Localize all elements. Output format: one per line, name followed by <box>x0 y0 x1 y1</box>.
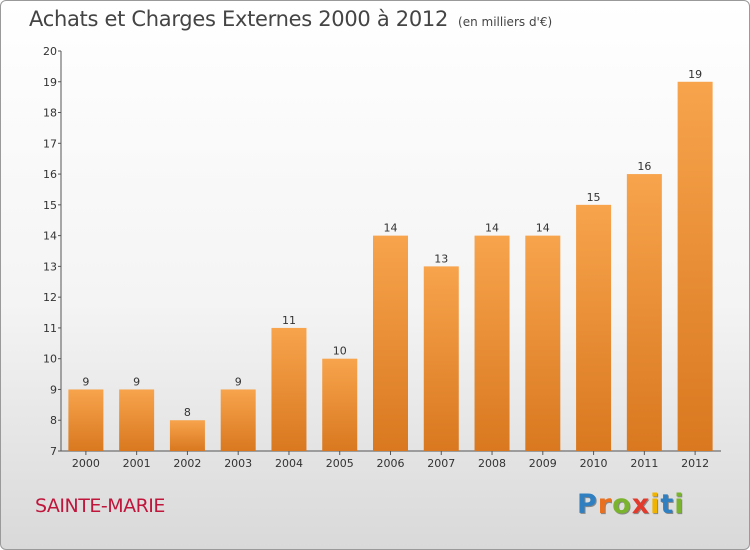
data-label: 14 <box>384 222 398 235</box>
data-label: 16 <box>637 160 651 173</box>
x-tick-label: 2012 <box>681 457 709 470</box>
bar <box>677 81 713 452</box>
data-label: 19 <box>688 68 702 81</box>
y-tick-label: 13 <box>43 260 57 273</box>
bar <box>169 420 205 451</box>
logo-letter: o <box>612 489 632 520</box>
x-tick-label: 2004 <box>275 457 303 470</box>
x-tick-label: 2009 <box>529 457 557 470</box>
y-tick-label: 12 <box>43 291 57 304</box>
bar <box>271 327 307 451</box>
x-tick-label: 2000 <box>72 457 100 470</box>
bar <box>373 235 408 451</box>
bar <box>68 389 104 451</box>
y-tick-label: 8 <box>50 414 57 427</box>
bar <box>322 358 358 451</box>
y-tick-label: 14 <box>43 230 57 243</box>
x-tick-label: 2008 <box>478 457 506 470</box>
commune-name: SAINTE-MARIE <box>35 495 165 517</box>
y-tick-label: 15 <box>43 199 57 212</box>
data-label: 9 <box>82 375 89 388</box>
data-label: 11 <box>282 314 296 327</box>
y-tick-label: 20 <box>43 45 57 58</box>
bar <box>525 235 561 451</box>
data-label: 9 <box>235 375 242 388</box>
data-label: 14 <box>536 222 550 235</box>
data-label: 10 <box>333 345 347 358</box>
data-label: 8 <box>184 406 191 419</box>
x-tick-label: 2002 <box>173 457 201 470</box>
logo-letter: x <box>631 489 651 520</box>
axes: 7 8 9 10 11 12 13 14 15 16 17 18 19 20 2000 2001 2002 200… <box>43 45 721 470</box>
data-labels: 9 9 8 9 11 10 14 13 14 14 15 16 19 <box>82 68 702 419</box>
data-label: 15 <box>587 191 601 204</box>
data-label: 13 <box>434 252 448 265</box>
bar <box>474 235 510 451</box>
bar <box>626 174 662 452</box>
x-tick-label: 2003 <box>224 457 252 470</box>
y-tick-label: 9 <box>50 383 57 396</box>
x-tick-label: 2006 <box>377 457 405 470</box>
bar <box>220 389 256 451</box>
chart-subtitle: (en milliers d'€) <box>458 15 553 29</box>
y-tick-label: 7 <box>50 445 57 458</box>
x-tick-label: 2011 <box>630 457 658 470</box>
data-label: 14 <box>485 222 499 235</box>
y-tick-label: 11 <box>43 322 57 335</box>
x-tick-label: 2001 <box>123 457 151 470</box>
logo-letter: t <box>660 489 675 520</box>
x-tick-label: 2007 <box>427 457 455 470</box>
x-tick-label: 2010 <box>580 457 608 470</box>
logo-letter: i <box>650 489 661 520</box>
x-tick-label: 2005 <box>326 457 354 470</box>
y-tick-label: 16 <box>43 168 57 181</box>
data-label: 9 <box>133 375 140 388</box>
y-tick-label: 10 <box>43 353 57 366</box>
proxiti-logo: Proxiti <box>577 489 685 520</box>
y-tick-label: 18 <box>43 107 57 120</box>
logo-letter: P <box>577 489 598 520</box>
logo-letter: i <box>674 489 685 520</box>
y-tick-label: 17 <box>43 137 57 150</box>
bars <box>68 81 713 452</box>
logo-letter: r <box>597 489 613 520</box>
bar <box>119 389 155 451</box>
chart-title: Achats et Charges Externes 2000 à 2012 (e… <box>29 7 552 31</box>
bar <box>576 204 612 451</box>
y-tick-label: 19 <box>43 76 57 89</box>
bar <box>423 266 459 451</box>
chart-title-text: Achats et Charges Externes 2000 à 2012 <box>29 7 449 31</box>
